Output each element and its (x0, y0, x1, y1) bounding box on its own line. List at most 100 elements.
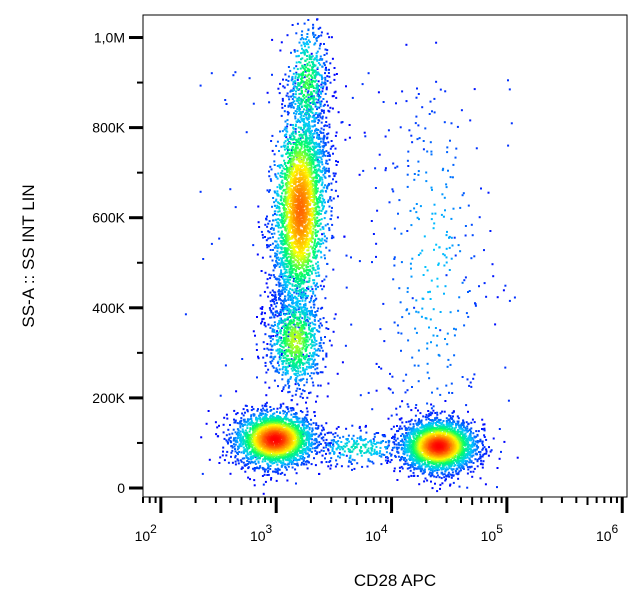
event-point (295, 372, 298, 375)
event-point (452, 163, 455, 166)
event-point (264, 480, 267, 483)
event-point (333, 436, 336, 438)
event-point (367, 391, 370, 394)
event-point (276, 190, 279, 193)
event-point (277, 194, 280, 197)
event-point (411, 141, 414, 144)
event-point (248, 77, 251, 80)
event-point (417, 93, 420, 95)
event-point (271, 359, 274, 362)
event-point (484, 483, 487, 486)
event-point (446, 424, 449, 427)
event-point (323, 254, 326, 257)
event-point (409, 464, 412, 466)
event-point (282, 85, 285, 88)
event-point (287, 156, 290, 159)
event-point (261, 460, 264, 463)
event-point (306, 307, 309, 310)
event-point (309, 336, 312, 339)
event-point (306, 455, 309, 458)
event-point (311, 313, 314, 316)
event-point (469, 459, 472, 462)
event-point (294, 123, 297, 126)
event-point (283, 313, 286, 316)
event-point (413, 428, 416, 431)
event-point (316, 68, 319, 70)
event-point (316, 254, 318, 257)
event-point (479, 477, 482, 480)
event-point (311, 141, 314, 144)
event-point (422, 148, 425, 151)
event-point (281, 103, 284, 106)
event-point (219, 394, 222, 397)
event-point (308, 338, 311, 341)
event-point (316, 261, 319, 264)
event-point (269, 464, 272, 467)
event-point (332, 442, 335, 445)
event-point (298, 374, 301, 377)
event-point (449, 415, 452, 418)
event-point (343, 235, 346, 238)
event-point (444, 427, 447, 430)
event-point (280, 221, 283, 224)
event-point (233, 437, 236, 440)
event-point (245, 441, 248, 444)
event-point (240, 417, 243, 420)
event-point (448, 428, 451, 431)
event-point (456, 415, 459, 418)
event-point (299, 61, 302, 64)
event-point (298, 379, 301, 382)
event-point (356, 443, 359, 446)
event-point (475, 430, 478, 433)
event-point (234, 450, 237, 453)
event-point (309, 102, 312, 104)
event-point (275, 144, 278, 147)
event-point (470, 385, 473, 388)
event-point (316, 372, 319, 375)
event-point (323, 168, 326, 171)
event-point (461, 194, 464, 197)
event-point (267, 295, 270, 298)
event-point (447, 419, 450, 422)
event-point (322, 206, 325, 209)
event-point (433, 475, 436, 478)
event-point (417, 467, 420, 470)
event-point (314, 87, 317, 90)
event-point (278, 313, 281, 316)
event-point (300, 112, 303, 115)
event-point (460, 465, 463, 468)
event-point (316, 50, 319, 53)
event-point (325, 66, 327, 69)
event-point (299, 121, 302, 124)
event-point (294, 421, 297, 423)
event-point (281, 182, 284, 185)
event-point (237, 462, 240, 465)
event-point (434, 482, 436, 485)
event-point (222, 423, 225, 426)
event-point (255, 349, 258, 351)
event-point (296, 450, 299, 453)
event-point (300, 297, 303, 300)
event-point (305, 365, 308, 368)
event-point (303, 426, 306, 429)
event-point (238, 445, 241, 448)
event-point (311, 55, 314, 58)
event-point (310, 418, 312, 421)
event-point (303, 22, 306, 25)
event-point (293, 89, 295, 91)
event-point (310, 110, 313, 113)
event-point (316, 267, 319, 270)
event-point (406, 445, 409, 448)
event-point (303, 131, 306, 134)
event-point (430, 341, 432, 344)
event-point (430, 465, 433, 468)
event-point (324, 143, 327, 146)
event-point (388, 440, 391, 443)
event-point (400, 261, 403, 264)
event-point (299, 284, 302, 287)
event-point (382, 302, 385, 305)
event-point (279, 356, 282, 359)
event-point (326, 75, 329, 78)
event-point (295, 482, 297, 485)
event-point (470, 465, 473, 468)
